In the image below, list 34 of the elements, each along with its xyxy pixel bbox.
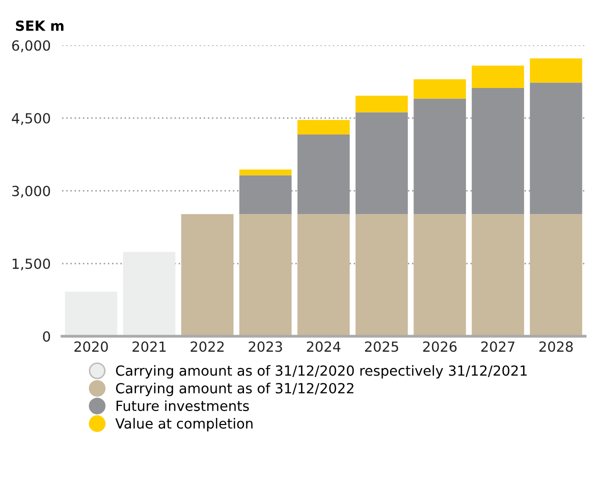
bar [123,252,176,336]
x-tick-label: 2023 [248,341,282,352]
bar [239,169,292,176]
bar [530,214,582,336]
legend-label: Carrying amount as of 31/12/2020 respectively 31/12/2021 [116,365,527,379]
x-tick-label: 2027 [481,341,514,352]
legend-label: Value at completion [115,418,252,432]
bar [181,214,234,336]
bar [356,96,408,112]
bar [414,79,466,99]
y-tick-label: 1,500 [12,258,50,270]
y-tick-label: 4,500 [12,113,50,125]
bar [297,214,350,336]
legend-label: Carrying amount as of 31/12/2022 [116,382,354,396]
bar [239,214,292,336]
bar [530,58,582,83]
x-tick-label: 2028 [539,341,573,352]
x-tick-label: 2026 [423,341,457,352]
y-tick-label: 3,000 [12,186,50,198]
y-tick-label: 6,000 [12,40,50,52]
bar [64,292,118,336]
x-tick-label: 2020 [74,341,108,352]
x-tick-label: 2024 [306,341,340,352]
legend-label: Future investments [116,400,249,412]
y-axis-title: SEK m [16,20,64,31]
bar [414,214,466,336]
x-tick-label: 2021 [132,341,166,352]
bar [472,214,524,336]
x-tick-label: 2022 [190,341,224,352]
x-tick-label: 2025 [365,341,398,352]
y-tick-label: 0 [43,331,50,342]
bar [297,120,350,135]
bar [472,66,524,88]
bar [356,214,408,336]
